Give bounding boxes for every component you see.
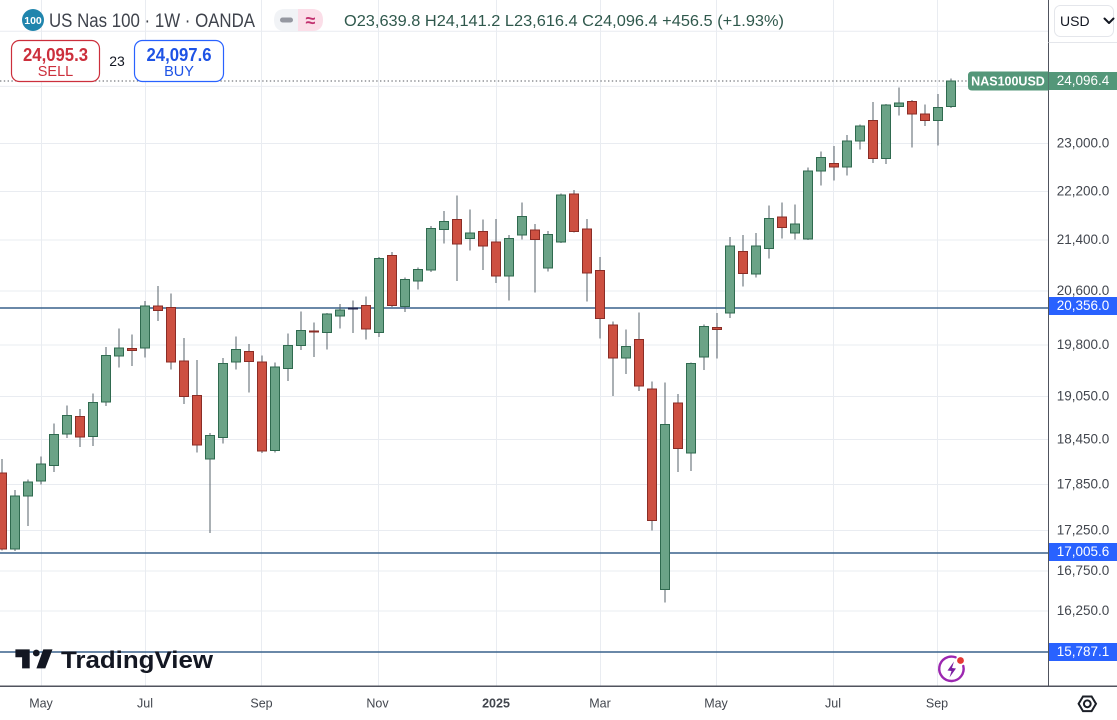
svg-text:24,095.3: 24,095.3 xyxy=(23,45,88,65)
svg-text:Sep: Sep xyxy=(926,697,948,711)
svg-text:US Nas 100 · 1W · OANDA: US Nas 100 · 1W · OANDA xyxy=(49,11,255,32)
svg-text:TradingView: TradingView xyxy=(61,647,214,674)
svg-text:O23,639.8 H24,141.2 L23,616.4: O23,639.8 H24,141.2 L23,616.4 C24,096.4 … xyxy=(344,13,784,30)
svg-text:22,200.0: 22,200.0 xyxy=(1057,184,1110,199)
svg-text:20,356.0: 20,356.0 xyxy=(1057,298,1110,313)
svg-text:May: May xyxy=(29,697,53,711)
svg-text:17,005.6: 17,005.6 xyxy=(1057,544,1110,559)
svg-text:16,250.0: 16,250.0 xyxy=(1057,603,1110,618)
svg-text:17,850.0: 17,850.0 xyxy=(1057,477,1110,492)
svg-text:15,787.1: 15,787.1 xyxy=(1057,644,1110,659)
svg-text:100: 100 xyxy=(24,15,42,27)
svg-text:Jul: Jul xyxy=(825,697,841,711)
svg-text:2025: 2025 xyxy=(482,697,510,711)
svg-text:Mar: Mar xyxy=(589,697,611,711)
svg-text:21,400.0: 21,400.0 xyxy=(1057,232,1110,247)
svg-text:23,000.0: 23,000.0 xyxy=(1057,136,1110,151)
svg-text:19,800.0: 19,800.0 xyxy=(1057,337,1110,352)
svg-text:May: May xyxy=(704,697,728,711)
svg-text:USD: USD xyxy=(1060,13,1090,29)
svg-text:Jul: Jul xyxy=(137,697,153,711)
svg-text:NAS100USD: NAS100USD xyxy=(971,75,1045,89)
svg-text:BUY: BUY xyxy=(164,64,194,80)
svg-text:SELL: SELL xyxy=(38,64,73,80)
svg-text:24,097.6: 24,097.6 xyxy=(147,45,212,65)
svg-text:Sep: Sep xyxy=(250,697,272,711)
svg-text:16,750.0: 16,750.0 xyxy=(1057,563,1110,578)
svg-text:24,096.4: 24,096.4 xyxy=(1057,73,1110,88)
svg-text:20,600.0: 20,600.0 xyxy=(1057,283,1110,298)
svg-text:17,250.0: 17,250.0 xyxy=(1057,523,1110,538)
svg-text:≈: ≈ xyxy=(306,11,316,31)
svg-text:19,050.0: 19,050.0 xyxy=(1057,389,1110,404)
svg-text:18,450.0: 18,450.0 xyxy=(1057,432,1110,447)
svg-text:23: 23 xyxy=(109,53,125,69)
svg-text:Nov: Nov xyxy=(366,697,389,711)
